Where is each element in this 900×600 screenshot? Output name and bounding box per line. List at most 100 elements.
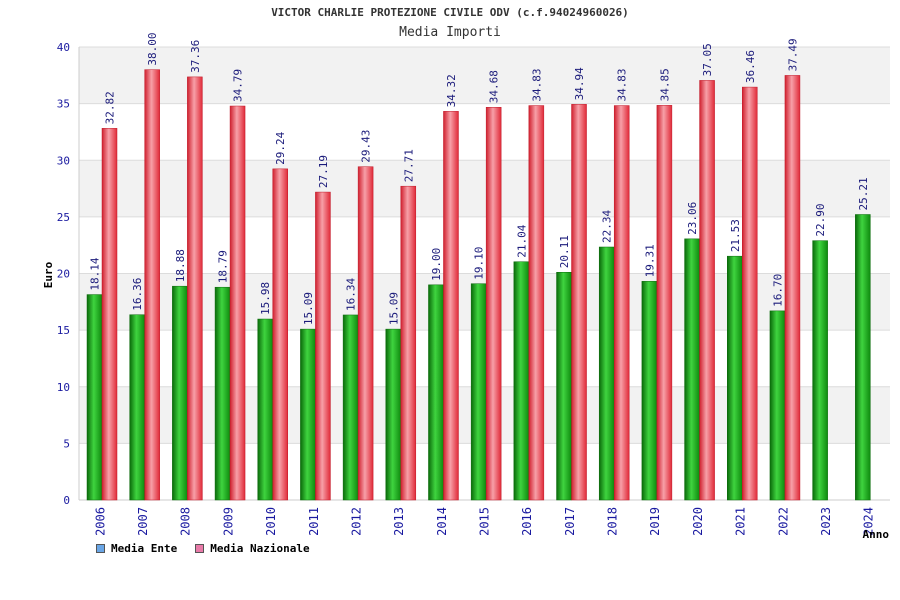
bar-media-nazionale [656,105,673,501]
x-tick-label: 2008 [179,507,193,536]
chart-title: VICTOR CHARLIE PROTEZIONE CIVILE ODV (c.… [271,6,629,19]
bar-value-label: 37.36 [189,40,202,73]
x-tick-label: 2011 [307,507,321,536]
x-axis-label: Anno [863,528,890,541]
bar-value-label: 37.05 [701,43,714,76]
bar-value-label: 15.09 [387,292,400,325]
bar-media-nazionale [187,76,203,501]
bar-value-label: 15.09 [302,292,315,325]
bar-labels: 18.14 16.36 18.88 18.79 15.98 15.09 16.34 15.09… [89,33,870,326]
bar-value-label: 29.43 [360,130,373,163]
bar-value-label: 18.14 [89,257,102,290]
bar-media-nazionale [229,105,246,501]
x-tick-label: 2015 [478,507,492,536]
x-tick-label: 2006 [93,507,107,536]
bar-value-label: 27.71 [402,149,415,182]
y-axis-label: Euro [42,261,55,288]
y-axis-ticks: 0 5 10 15 20 25 30 35 40 [57,41,70,507]
bar-media-ente [257,318,273,501]
bar-media-ente [428,284,444,501]
bar-media-nazionale [101,128,118,501]
x-tick-label: 2013 [392,507,406,536]
bar-value-label: 19.00 [430,248,443,281]
bar-value-label: 18.79 [217,250,230,283]
legend-swatch-media-nazionale [195,544,205,553]
chart-subtitle: Media Importi [399,25,501,40]
bar-media-ente [342,314,359,501]
x-tick-label: 2019 [648,507,662,536]
legend-label-media-nazionale: Media Nazionale [210,542,310,555]
bar-media-ente [556,272,572,501]
legend: Media Ente Media Nazionale [96,542,310,555]
bar-media-ente [769,310,786,501]
y-tick-label: 5 [63,437,70,450]
bar-media-nazionale [315,191,331,501]
bar-media-nazionale [400,185,417,501]
bar-value-label: 21.04 [515,224,528,257]
x-tick-label: 2017 [563,507,577,536]
bar-value-label: 34.68 [488,70,501,103]
bar-media-ente [812,240,828,501]
bar-media-ente [129,314,145,501]
legend-item-media-nazionale: Media Nazionale [195,542,310,555]
y-tick-label: 35 [57,98,70,111]
bar-value-label: 38.00 [146,33,159,66]
bar-media-nazionale [357,166,374,501]
x-tick-label: 2016 [520,507,534,536]
x-tick-label: 2023 [819,507,833,536]
bar-value-label: 34.94 [573,67,586,100]
bar-media-ente [300,328,316,501]
y-tick-label: 20 [57,268,70,281]
legend-label-media-ente: Media Ente [111,542,178,555]
bar-media-ente [513,261,530,501]
y-tick-label: 30 [57,154,70,167]
y-tick-label: 25 [57,211,70,224]
bar-media-ente [641,281,658,501]
bar-value-label: 23.06 [686,202,699,235]
bar-value-label: 21.53 [729,219,742,252]
x-tick-label: 2024 [862,507,876,536]
bar-media-nazionale [485,106,502,501]
legend-swatch-media-ente [96,544,105,553]
bar-value-label: 19.10 [473,247,486,280]
bar-media-nazionale [144,69,160,501]
bar-value-label: 34.83 [530,68,543,101]
bar-value-label: 16.34 [345,277,358,310]
bar-media-nazionale [528,105,545,501]
x-tick-label: 2010 [264,507,278,536]
bar-value-label: 29.24 [274,131,287,164]
bar-value-label: 22.34 [601,210,614,243]
bar-value-label: 25.21 [857,177,870,210]
bar-value-label: 20.11 [558,235,571,268]
bar-value-label: 19.31 [643,244,656,277]
bar-media-ente [385,328,402,501]
bar-media-ente [86,294,103,501]
bar-value-label: 16.36 [131,278,144,311]
bar-media-ente [855,214,871,501]
bar-media-nazionale [571,104,587,501]
bar-media-ente [727,255,743,501]
bar-value-label: 34.85 [658,68,671,101]
bar-value-label: 22.90 [814,204,827,237]
legend-item-media-ente: Media Ente [96,542,177,555]
bar-value-label: 34.83 [616,68,629,101]
y-tick-label: 40 [57,41,70,54]
x-tick-label: 2020 [691,507,705,536]
bar-media-nazionale [699,80,715,501]
bar-value-label: 15.98 [259,282,272,315]
bar-media-nazionale [742,86,758,501]
bar-media-ente [684,238,700,501]
bars [86,69,871,501]
x-tick-label: 2022 [776,507,790,536]
bar-media-nazionale [613,105,630,501]
bar-value-label: 36.46 [744,50,757,83]
y-tick-label: 0 [63,494,70,507]
bar-media-ente [470,283,487,501]
x-axis-ticks: 2006 2007 2008 2009 2010 2011 2012 2013 2014 2015… [93,507,875,536]
x-tick-label: 2014 [435,507,449,536]
bar-value-label: 16.70 [771,274,784,307]
x-tick-label: 2018 [606,507,620,536]
bar-value-label: 34.32 [445,74,458,107]
bar-media-ente [172,285,188,501]
